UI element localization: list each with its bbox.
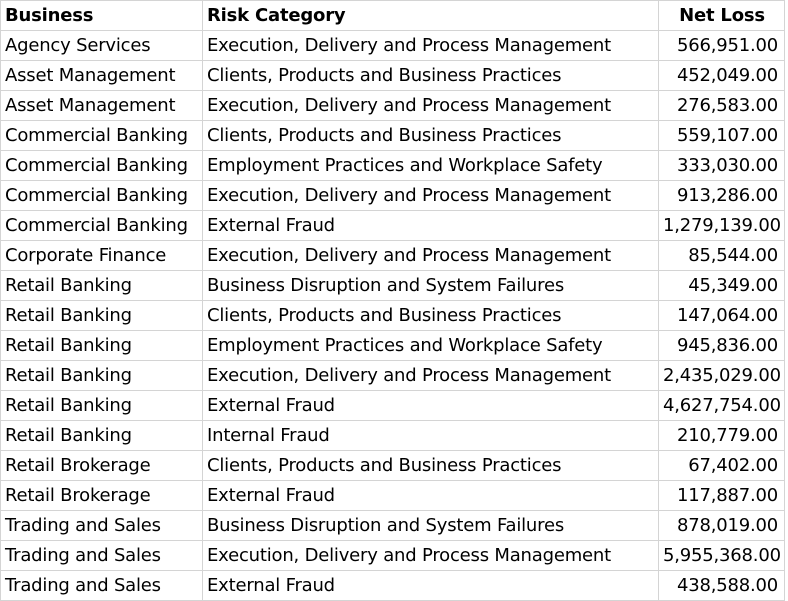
cell-risk-category[interactable]: External Fraud <box>202 390 659 421</box>
cell-risk-category[interactable]: Internal Fraud <box>202 420 659 451</box>
table-row: Corporate Finance Execution, Delivery an… <box>0 240 785 271</box>
table-row: Agency Services Execution, Delivery and … <box>0 30 785 61</box>
cell-net-loss[interactable]: 85,544.00 <box>658 240 785 271</box>
cell-business[interactable]: Retail Brokerage <box>0 450 203 481</box>
cell-business[interactable]: Trading and Sales <box>0 540 203 571</box>
header-net-loss[interactable]: Net Loss <box>658 0 785 31</box>
cell-business[interactable]: Retail Banking <box>0 360 203 391</box>
cell-risk-category[interactable]: Business Disruption and System Failures <box>202 270 659 301</box>
cell-net-loss[interactable]: 438,588.00 <box>658 570 785 601</box>
table-row: Retail Brokerage External Fraud 117,887.… <box>0 480 785 511</box>
cell-business[interactable]: Trading and Sales <box>0 510 203 541</box>
cell-risk-category[interactable]: External Fraud <box>202 570 659 601</box>
cell-net-loss[interactable]: 1,279,139.00 <box>658 210 785 241</box>
cell-net-loss[interactable]: 566,951.00 <box>658 30 785 61</box>
cell-business[interactable]: Asset Management <box>0 90 203 121</box>
cell-net-loss[interactable]: 117,887.00 <box>658 480 785 511</box>
cell-net-loss[interactable]: 276,583.00 <box>658 90 785 121</box>
cell-business[interactable]: Retail Banking <box>0 330 203 361</box>
table-row: Retail Banking External Fraud 4,627,754.… <box>0 390 785 421</box>
table-row: Trading and Sales External Fraud 438,588… <box>0 570 785 601</box>
cell-risk-category[interactable]: Employment Practices and Workplace Safet… <box>202 150 659 181</box>
cell-business[interactable]: Asset Management <box>0 60 203 91</box>
cell-business[interactable]: Retail Banking <box>0 390 203 421</box>
cell-net-loss[interactable]: 4,627,754.00 <box>658 390 785 421</box>
cell-business[interactable]: Agency Services <box>0 30 203 61</box>
cell-risk-category[interactable]: Execution, Delivery and Process Manageme… <box>202 90 659 121</box>
cell-net-loss[interactable]: 45,349.00 <box>658 270 785 301</box>
cell-net-loss[interactable]: 147,064.00 <box>658 300 785 331</box>
cell-risk-category[interactable]: Execution, Delivery and Process Manageme… <box>202 540 659 571</box>
cell-net-loss[interactable]: 878,019.00 <box>658 510 785 541</box>
cell-net-loss[interactable]: 452,049.00 <box>658 60 785 91</box>
cell-business[interactable]: Retail Banking <box>0 270 203 301</box>
cell-net-loss[interactable]: 945,836.00 <box>658 330 785 361</box>
cell-net-loss[interactable]: 913,286.00 <box>658 180 785 211</box>
cell-net-loss[interactable]: 333,030.00 <box>658 150 785 181</box>
cell-net-loss[interactable]: 559,107.00 <box>658 120 785 151</box>
cell-risk-category[interactable]: Execution, Delivery and Process Manageme… <box>202 180 659 211</box>
table-row: Asset Management Clients, Products and B… <box>0 60 785 91</box>
cell-net-loss[interactable]: 67,402.00 <box>658 450 785 481</box>
table-row: Retail Banking Internal Fraud 210,779.00 <box>0 420 785 451</box>
header-risk-category[interactable]: Risk Category <box>202 0 659 31</box>
cell-business[interactable]: Corporate Finance <box>0 240 203 271</box>
table-row: Retail Banking Employment Practices and … <box>0 330 785 361</box>
table-row: Asset Management Execution, Delivery and… <box>0 90 785 121</box>
cell-risk-category[interactable]: Business Disruption and System Failures <box>202 510 659 541</box>
cell-net-loss[interactable]: 5,955,368.00 <box>658 540 785 571</box>
cell-risk-category[interactable]: Clients, Products and Business Practices <box>202 60 659 91</box>
table-row: Trading and Sales Execution, Delivery an… <box>0 540 785 571</box>
cell-business[interactable]: Retail Brokerage <box>0 480 203 511</box>
cell-risk-category[interactable]: Execution, Delivery and Process Manageme… <box>202 30 659 61</box>
cell-business[interactable]: Commercial Banking <box>0 150 203 181</box>
cell-business[interactable]: Commercial Banking <box>0 180 203 211</box>
cell-business[interactable]: Retail Banking <box>0 300 203 331</box>
table-row: Retail Banking Execution, Delivery and P… <box>0 360 785 391</box>
cell-business[interactable]: Commercial Banking <box>0 120 203 151</box>
cell-risk-category[interactable]: Clients, Products and Business Practices <box>202 120 659 151</box>
cell-net-loss[interactable]: 210,779.00 <box>658 420 785 451</box>
cell-risk-category[interactable]: Clients, Products and Business Practices <box>202 450 659 481</box>
header-business[interactable]: Business <box>0 0 203 31</box>
cell-risk-category[interactable]: External Fraud <box>202 210 659 241</box>
table-body: Agency Services Execution, Delivery and … <box>0 30 785 601</box>
cell-risk-category[interactable]: Clients, Products and Business Practices <box>202 300 659 331</box>
cell-business[interactable]: Commercial Banking <box>0 210 203 241</box>
table-row: Retail Brokerage Clients, Products and B… <box>0 450 785 481</box>
cell-business[interactable]: Retail Banking <box>0 420 203 451</box>
cell-net-loss[interactable]: 2,435,029.00 <box>658 360 785 391</box>
table-row: Commercial Banking Employment Practices … <box>0 150 785 181</box>
table-row: Trading and Sales Business Disruption an… <box>0 510 785 541</box>
header-row: Business Risk Category Net Loss <box>0 0 785 31</box>
cell-risk-category[interactable]: Employment Practices and Workplace Safet… <box>202 330 659 361</box>
cell-risk-category[interactable]: Execution, Delivery and Process Manageme… <box>202 360 659 391</box>
cell-business[interactable]: Trading and Sales <box>0 570 203 601</box>
table-row: Commercial Banking Clients, Products and… <box>0 120 785 151</box>
cell-risk-category[interactable]: External Fraud <box>202 480 659 511</box>
table-row: Retail Banking Clients, Products and Bus… <box>0 300 785 331</box>
table-row: Commercial Banking External Fraud 1,279,… <box>0 210 785 241</box>
table-row: Retail Banking Business Disruption and S… <box>0 270 785 301</box>
table-row: Commercial Banking Execution, Delivery a… <box>0 180 785 211</box>
cell-risk-category[interactable]: Execution, Delivery and Process Manageme… <box>202 240 659 271</box>
